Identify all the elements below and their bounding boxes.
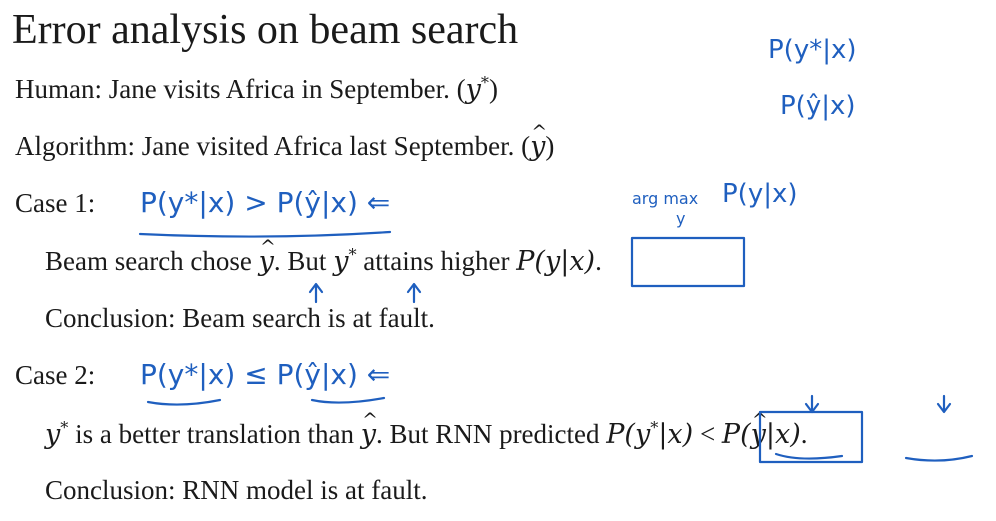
algorithm-text: Algorithm: Jane visited Africa last Sept…	[15, 131, 531, 161]
ink-arrow-pystar	[804, 394, 820, 414]
p-yhat-given-x: P(y|x)	[722, 419, 801, 450]
y-hat-symbol: y	[361, 419, 376, 450]
ink-case2-inequality: P(y*|x) ≤ P(ŷ|x) ⇐	[140, 358, 390, 391]
ink-underline-pystar	[774, 452, 844, 460]
y-hat-symbol: y	[530, 131, 545, 162]
slide-title: Error analysis on beam search	[12, 7, 519, 53]
ink-arrow-yhat	[308, 282, 324, 304]
ink-argmax-expr: P(y|x)	[722, 179, 798, 209]
y-star-symbol: y*	[45, 418, 69, 450]
human-close-paren: )	[489, 74, 499, 104]
case1-conclusion: Conclusion: Beam search is at fault.	[45, 303, 435, 333]
ink-underline-case2-a	[146, 398, 222, 406]
ink-p-ystar: P(y*|x)	[768, 35, 857, 65]
y-star-symbol: y*	[465, 73, 490, 105]
ink-argmax-word: arg max	[632, 189, 698, 208]
case2-statement: y* is a better translation than y. But R…	[45, 419, 808, 450]
ink-underline-pyhat	[904, 454, 974, 462]
case1-label: Case 1:	[15, 188, 96, 218]
algorithm-translation-line: Algorithm: Jane visited Africa last Sept…	[15, 131, 554, 162]
ink-box-pyx	[630, 236, 746, 288]
ink-argmax-sub: y	[676, 209, 685, 228]
algorithm-close-paren: )	[545, 131, 555, 161]
ink-underline-case2-b	[310, 396, 386, 404]
p-y-given-x: P(y|x)	[516, 246, 596, 277]
case2-label: Case 2:	[15, 360, 96, 390]
y-hat-symbol: y	[259, 246, 274, 277]
ink-arrow-pyhat	[936, 394, 952, 414]
case2-conclusion: Conclusion: RNN model is at fault.	[45, 475, 428, 505]
p-ystar-given-x: P(y*|x)	[606, 418, 694, 450]
ink-arrow-ystar	[406, 282, 422, 304]
y-star-symbol: y*	[333, 245, 357, 277]
ink-case1-inequality: P(y*|x) > P(ŷ|x) ⇐	[140, 186, 390, 219]
human-translation-line: Human: Jane visits Africa in September. …	[15, 74, 498, 105]
human-text: Human: Jane visits Africa in September. …	[15, 74, 466, 104]
ink-p-yhat: P(ŷ|x)	[780, 91, 856, 121]
case1-statement: Beam search chose y. But y* attains high…	[45, 246, 602, 277]
